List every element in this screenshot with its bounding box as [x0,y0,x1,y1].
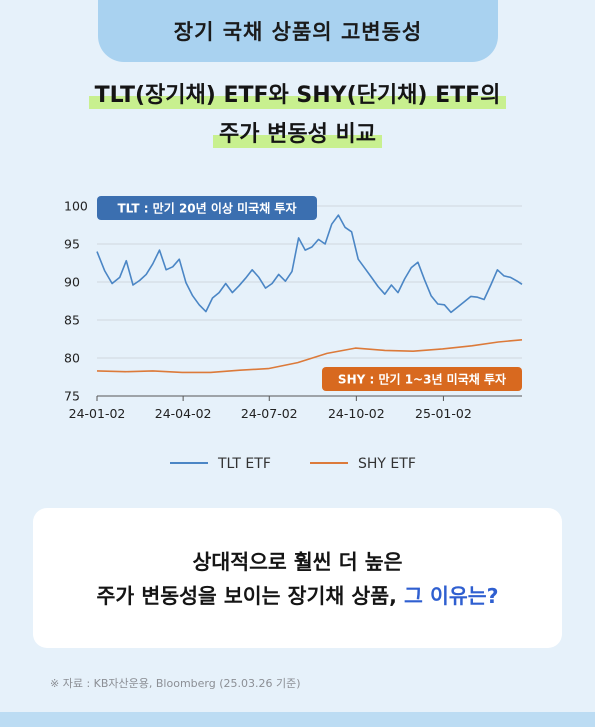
header-tab-title: 장기 국채 상품의 고변동성 [173,20,423,44]
callout-card: 상대적으로 훨씬 더 높은 주가 변동성을 보이는 장기채 상품, 그 이유는? [33,508,562,648]
tlt-annotation-text: TLT : 만기 20년 이상 미국채 투자 [118,201,297,216]
page-title-line1: TLT(장기채) ETF와 SHY(단기채) ETF의 [0,83,595,109]
x-tick-label: 24-04-02 [155,406,212,421]
header-tab: 장기 국채 상품의 고변동성 [98,0,498,62]
page-title-line2: 주가 변동성 비교 [0,122,595,148]
shy-annotation-box [322,367,522,391]
y-tick-label: 100 [64,199,88,214]
x-tick-label: 24-01-02 [69,406,126,421]
tlt-annotation-box [97,196,317,220]
bottom-bar [0,712,595,727]
source-note: ※ 자료 : KB자산운용, Bloomberg (25.03.26 기준) [50,677,301,690]
legend-label: SHY ETF [358,456,416,472]
x-tick-label: 24-07-02 [241,406,298,421]
line-chart: 100 95 90 85 80 75 24-01-02 24-04-02 24-07-02 24-… [64,196,523,472]
y-tick-label: 80 [64,351,80,366]
y-tick-label: 85 [64,313,80,328]
callout-highlight: 그 이유는? [404,584,499,608]
x-tick-label: 25-01-02 [415,406,472,421]
callout-line2: 주가 변동성을 보이는 장기채 상품, 그 이유는? [33,579,562,613]
series-line-shy [96,339,523,374]
page-title-line1-text: TLT(장기채) ETF와 SHY(단기채) ETF의 [88,83,507,109]
x-tick-label: 24-10-02 [328,406,385,421]
legend-label: TLT ETF [217,456,271,472]
shy-annotation-text: SHY : 만기 1~3년 미국채 투자 [338,372,506,387]
y-tick-label: 90 [64,275,80,290]
series-line-tlt [96,214,523,314]
callout-line2-prefix: 주가 변동성을 보이는 장기채 상품, [96,584,405,608]
y-tick-label: 95 [64,237,80,252]
page-title-line2-text: 주가 변동성 비교 [213,122,382,148]
callout-line1: 상대적으로 훨씬 더 높은 [192,550,403,574]
y-tick-label: 75 [64,389,80,404]
